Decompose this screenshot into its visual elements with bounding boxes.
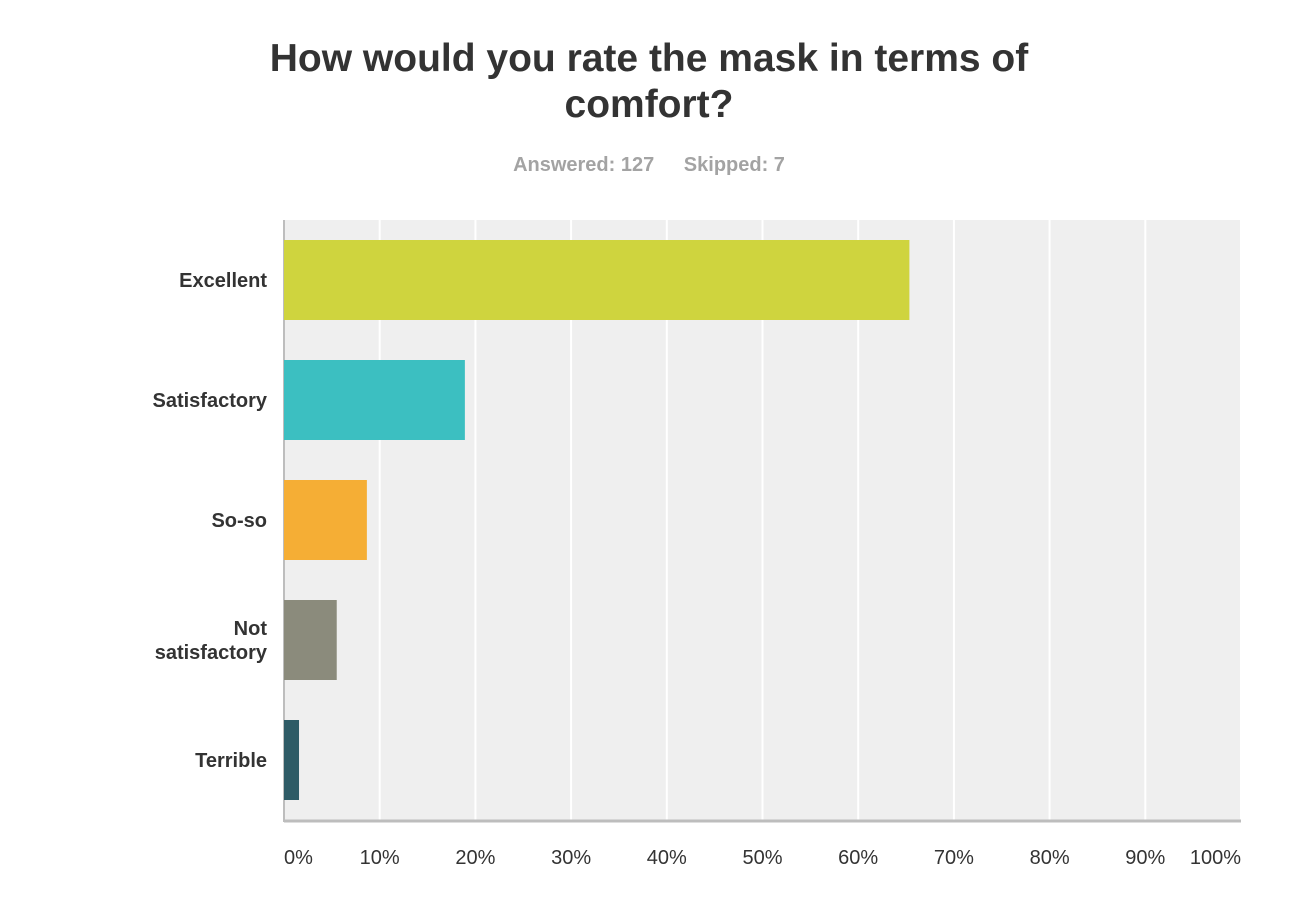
chart-title-line2: comfort? <box>564 83 734 126</box>
x-tick-label: 100% <box>1190 847 1241 869</box>
x-tick-label: 0% <box>284 847 313 869</box>
bar <box>284 480 367 560</box>
category-label: Not satisfactory <box>155 618 268 664</box>
category-label: Terrible <box>195 750 267 772</box>
x-tick-label: 30% <box>551 847 591 869</box>
category-label: Excellent <box>179 270 267 292</box>
chart-title: How would you rate the mask in terms of … <box>0 36 1298 128</box>
bar <box>284 600 337 680</box>
x-tick-label: 90% <box>1125 847 1165 869</box>
bar <box>284 240 910 320</box>
response-stats: Answered: 127 Skipped: 7 <box>0 154 1298 177</box>
x-tick-label: 40% <box>647 847 687 869</box>
x-tick-label: 60% <box>838 847 878 869</box>
x-tick-label: 80% <box>1030 847 1070 869</box>
category-label: Satisfactory <box>153 390 268 412</box>
bar <box>284 720 300 800</box>
x-tick-label: 20% <box>455 847 495 869</box>
category-label: So-so <box>211 510 267 532</box>
x-tick-label: 10% <box>360 847 400 869</box>
skipped-count: Skipped: 7 <box>683 154 785 176</box>
chart-title-line1: How would you rate the mask in terms of <box>269 37 1029 80</box>
answered-count: Answered: 127 <box>513 154 655 176</box>
x-tick-label: 50% <box>742 847 782 869</box>
x-tick-label: 70% <box>934 847 974 869</box>
bar <box>284 360 465 440</box>
